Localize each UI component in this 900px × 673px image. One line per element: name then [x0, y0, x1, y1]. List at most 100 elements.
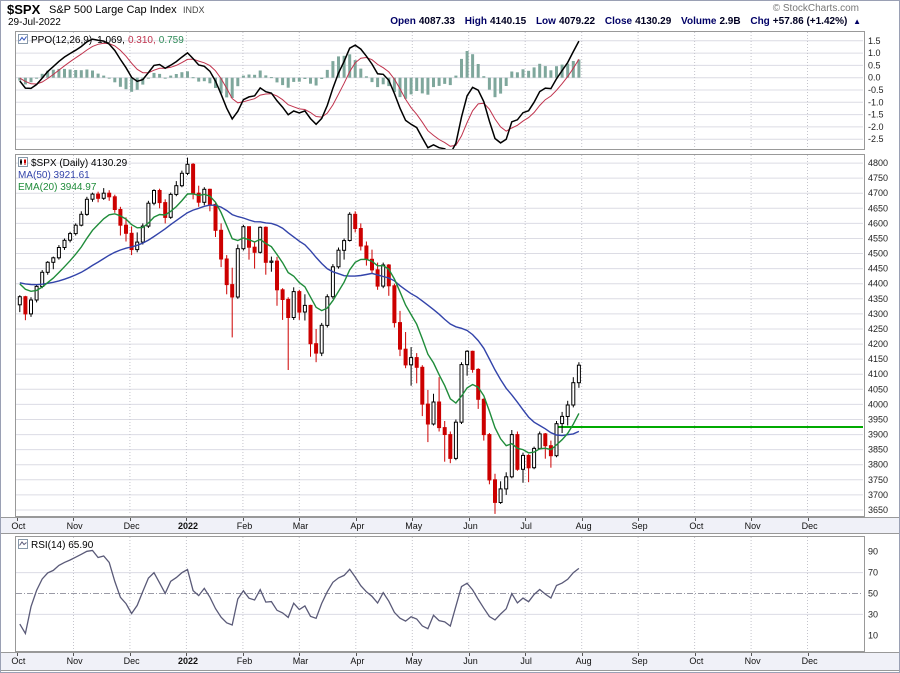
svg-text:4200: 4200 [868, 339, 888, 349]
volume-value: 2.9B [719, 16, 741, 27]
x-axis-tick [243, 518, 244, 521]
x-axis-tick [356, 518, 357, 521]
x-axis-band-top: Oct Nov Dec 2022 Feb Mar Apr May Jun Jul Aug Sep Oct… [1, 517, 899, 534]
x-axis-tick [582, 518, 583, 521]
x-axis-month-label: Aug [575, 656, 592, 666]
svg-text:3900: 3900 [868, 430, 888, 440]
x-axis-month-label: Mar [292, 656, 309, 666]
svg-text:4000: 4000 [868, 399, 888, 409]
ppo-signal-value: 0.310, [127, 35, 156, 46]
svg-text:-2.0: -2.0 [868, 122, 884, 132]
x-axis-tick [638, 518, 639, 521]
x-axis-tick [17, 518, 18, 521]
svg-text:4550: 4550 [868, 234, 888, 244]
x-axis-month-label: Dec [123, 521, 140, 531]
svg-text:1.0: 1.0 [868, 48, 881, 58]
x-axis-month-label: Oct [11, 656, 26, 666]
x-axis-tick [808, 653, 809, 656]
svg-text:4300: 4300 [868, 309, 888, 319]
x-axis-month-label: Oct [689, 656, 704, 666]
x-axis-month-label: Dec [123, 656, 140, 666]
x-axis-month-label: Jun [463, 521, 478, 531]
exchange-label: INDX [183, 5, 205, 15]
price-legend-label: $SPX (Daily) 4130.29 [31, 158, 128, 169]
ma50-legend-label: MA(50) 3921.61 [18, 170, 90, 181]
x-axis-month-label: 2022 [177, 656, 199, 666]
x-axis-band-bottom: Oct Nov Dec 2022 Feb Mar Apr May Jun Jul Aug Sep Oct… [1, 652, 899, 671]
x-axis-tick [243, 653, 244, 656]
price-legend-chart-icon [18, 157, 28, 170]
x-axis-month-label: Apr [350, 521, 365, 531]
stockcharts-credit: © StockCharts.com [772, 3, 859, 14]
x-axis-month-label: Jun [463, 656, 478, 666]
x-axis-month-label: Feb [236, 656, 253, 666]
x-axis-tick [130, 653, 131, 656]
x-axis-tick [695, 518, 696, 521]
svg-text:3850: 3850 [868, 445, 888, 455]
x-axis-month-label: Aug [575, 521, 592, 531]
svg-text:4750: 4750 [868, 173, 888, 183]
low-label: Low [535, 16, 556, 27]
svg-text:4700: 4700 [868, 188, 888, 198]
x-axis-tick [186, 653, 187, 656]
svg-text:3700: 3700 [868, 490, 888, 500]
x-axis-tick [17, 653, 18, 656]
x-axis-tick [638, 653, 639, 656]
x-axis-tick [469, 518, 470, 521]
x-axis-tick [695, 653, 696, 656]
x-axis-tick [808, 518, 809, 521]
x-axis-month-label: Nov [66, 521, 83, 531]
svg-text:4050: 4050 [868, 384, 888, 394]
change-label: Chg [750, 16, 770, 27]
rsi-legend-chart-icon [18, 539, 28, 552]
ema20-legend: EMA(20) 3944.97 [18, 182, 96, 193]
svg-text:4650: 4650 [868, 203, 888, 213]
x-axis-tick [299, 653, 300, 656]
ma50-legend: MA(50) 3921.61 [18, 170, 90, 181]
low-value: 4079.22 [558, 16, 596, 27]
svg-text:90: 90 [868, 547, 878, 557]
svg-text:50: 50 [868, 589, 878, 599]
price-legend: $SPX (Daily) 4130.29 [18, 157, 127, 170]
x-axis-tick [751, 518, 752, 521]
x-axis-tick [186, 518, 187, 521]
x-axis-tick [130, 518, 131, 521]
svg-text:4600: 4600 [868, 218, 888, 228]
x-axis-tick [356, 653, 357, 656]
svg-text:30: 30 [868, 609, 878, 619]
x-axis-month-label: May [405, 656, 423, 666]
change-up-arrow-icon: ▲ [853, 17, 861, 26]
x-axis-tick [73, 518, 74, 521]
svg-text:3950: 3950 [868, 415, 888, 425]
change-value: +57.86 (+1.42%) [772, 16, 848, 27]
x-axis-tick [751, 653, 752, 656]
svg-text:4350: 4350 [868, 294, 888, 304]
svg-text:4150: 4150 [868, 354, 888, 364]
x-axis-tick [469, 653, 470, 656]
rsi-panel-chart: 90 70 50 30 10 [15, 536, 878, 652]
chart-header: $SPX S&P 500 Large Cap Index INDX © Stoc… [1, 1, 899, 31]
rsi-legend-label: RSI(14) 65.90 [31, 540, 94, 551]
x-axis-month-label: Nov [744, 521, 761, 531]
x-axis-month-label: Dec [801, 656, 818, 666]
x-axis-tick [73, 653, 74, 656]
svg-text:1.5: 1.5 [868, 36, 881, 46]
svg-text:0.5: 0.5 [868, 60, 881, 70]
x-axis-month-label: Nov [66, 656, 83, 666]
svg-text:4400: 4400 [868, 279, 888, 289]
high-value: 4140.15 [490, 16, 527, 27]
x-axis-month-label: Sep [631, 656, 648, 666]
svg-text:-1.0: -1.0 [868, 97, 884, 107]
svg-text:-2.5: -2.5 [868, 134, 884, 144]
x-axis-month-label: Dec [801, 521, 818, 531]
svg-text:-1.5: -1.5 [868, 110, 884, 120]
ticker-symbol: $SPX [7, 2, 41, 17]
svg-text:4500: 4500 [868, 249, 888, 259]
svg-text:3800: 3800 [868, 460, 888, 470]
rsi-legend: RSI(14) 65.90 [18, 539, 93, 552]
x-axis-tick [412, 518, 413, 521]
ppo-legend: PPO(12,26,9) 1.069, 0.310, 0.759 [18, 34, 184, 47]
svg-text:3650: 3650 [868, 505, 888, 515]
x-axis-month-label: Feb [236, 521, 253, 531]
